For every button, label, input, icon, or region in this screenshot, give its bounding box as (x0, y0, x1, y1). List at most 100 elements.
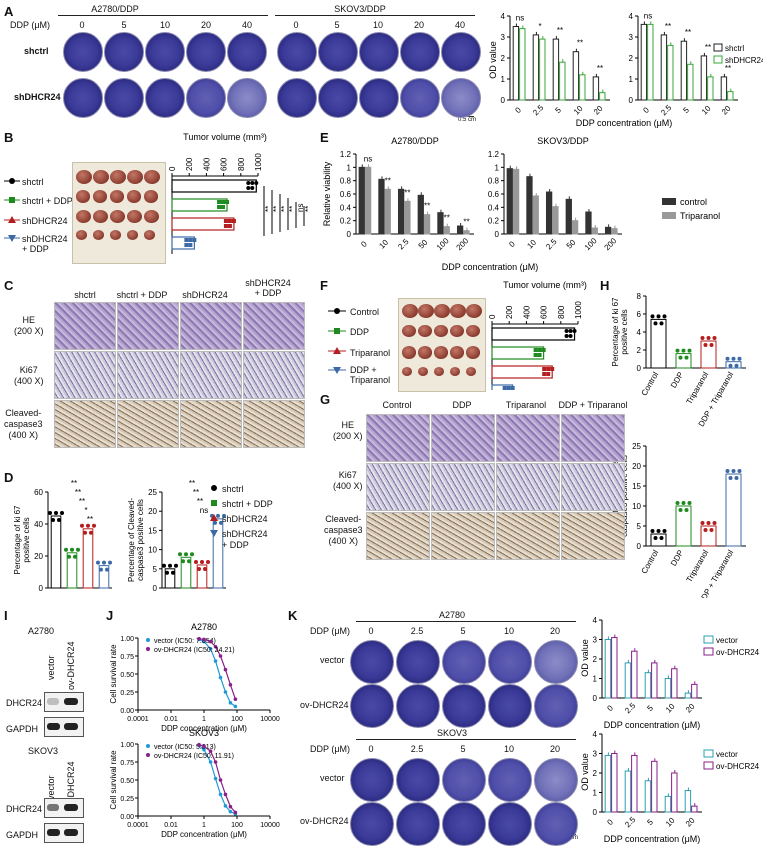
tick-label: 0.50 (120, 778, 134, 785)
data-point (96, 560, 100, 565)
data-point (162, 563, 166, 568)
tick-label: 2.5 (659, 103, 674, 118)
svg-text:shctrl: shctrl (725, 44, 744, 53)
data-point (506, 386, 511, 390)
svg-text:3: 3 (629, 33, 634, 42)
legend-label: ov-DHCR24 (IC50: 24.21) (154, 647, 235, 654)
bar (532, 195, 539, 235)
culture-dish (534, 640, 578, 684)
tick-label: 15 (148, 526, 157, 535)
data-point (187, 559, 191, 564)
data-point (102, 560, 106, 565)
data-point (213, 659, 218, 663)
bar (675, 505, 692, 547)
legend-label: shctrl + DDP (222, 499, 273, 509)
bar (171, 217, 235, 231)
row-label: Cleaved- caspase3 (400 X) (324, 514, 363, 546)
tumor (93, 190, 108, 203)
row-label: ov-DHCR24 (300, 816, 349, 826)
tick-label: 6 (637, 310, 642, 319)
legend-label: Triparanol (350, 348, 391, 358)
tick-label: Control (640, 548, 661, 575)
data-point (181, 559, 185, 564)
data-point (213, 644, 218, 649)
data-point (659, 536, 664, 540)
ihc-micrograph (496, 512, 560, 560)
data-point (76, 547, 80, 552)
sig-label: ns (644, 11, 652, 20)
bar (644, 780, 652, 813)
data-point (684, 355, 689, 360)
data-point (200, 559, 204, 564)
tick-label: 1000 (574, 301, 583, 319)
dose-label: 40 (241, 20, 253, 30)
y-axis-label: Relative viability (322, 161, 332, 226)
legend-label: ov-DHCR24 (IC50: 11.91) (154, 753, 234, 760)
row-label: vector (320, 655, 345, 665)
culture-dish (441, 78, 481, 118)
data-point (706, 336, 711, 340)
col-label: shctrl + DDP (116, 290, 168, 300)
data-point (728, 363, 733, 368)
sig-label: ** (385, 176, 391, 185)
data-point (650, 314, 655, 319)
culture-dish (534, 758, 578, 802)
tick-label: 600 (220, 157, 229, 171)
tumor (93, 170, 109, 184)
tick-label: 1000 (254, 153, 263, 171)
data-point (725, 356, 730, 361)
chart-title: A2780 (191, 622, 217, 632)
data-point (734, 476, 739, 480)
tumor (418, 367, 429, 377)
y-axis-label: Percentage of ki 67 (611, 297, 620, 366)
dose-label: 20 (549, 744, 561, 754)
culture-dish (400, 32, 440, 72)
bar (631, 650, 638, 699)
data-point (213, 760, 218, 764)
bar (725, 361, 742, 369)
data-point (208, 647, 213, 651)
data-point (105, 567, 109, 572)
data-point (228, 701, 233, 705)
data-point (568, 334, 573, 338)
svg-text:0: 0 (347, 230, 352, 239)
culture-dish (186, 78, 226, 118)
bar (50, 515, 62, 589)
legend-label: shDHCR24 (222, 514, 268, 524)
bar (512, 168, 520, 235)
tick-label: Triparanol (685, 370, 711, 406)
tick-label: 5 (681, 105, 691, 115)
tick-label: 100 (231, 716, 243, 723)
panel-label-i: I (4, 608, 8, 623)
bar (512, 26, 520, 101)
sig-label: ** (577, 39, 583, 48)
data-point (533, 353, 538, 357)
ihc-micrograph (366, 463, 430, 511)
tick-label: 10 (632, 502, 641, 511)
sig-label: ** (685, 28, 691, 37)
y-axis-label: OD value (488, 41, 498, 79)
svg-text:0: 0 (501, 96, 506, 105)
tumor (144, 170, 160, 184)
svg-text:Triparanol: Triparanol (680, 211, 720, 221)
data-point (564, 329, 569, 333)
tick-label: 10000 (260, 822, 280, 829)
tick-label: 2.5 (623, 701, 638, 716)
data-point (684, 508, 689, 512)
bar (604, 226, 612, 235)
tick-label: 200 (505, 305, 514, 319)
data-point (174, 563, 178, 568)
dose-label: 5 (460, 744, 466, 754)
tick-label: 20 (34, 552, 43, 561)
tumor (144, 230, 156, 240)
data-point (213, 776, 218, 781)
tick-label: 0 (513, 105, 523, 115)
bar (397, 188, 405, 235)
svg-text:1: 1 (495, 163, 500, 172)
tumor (402, 346, 417, 359)
culture-dish (350, 802, 394, 846)
tumor (450, 367, 461, 377)
svg-text:0.2: 0.2 (340, 217, 352, 226)
sig-label: ** (597, 64, 603, 73)
culture-dish (488, 758, 532, 802)
